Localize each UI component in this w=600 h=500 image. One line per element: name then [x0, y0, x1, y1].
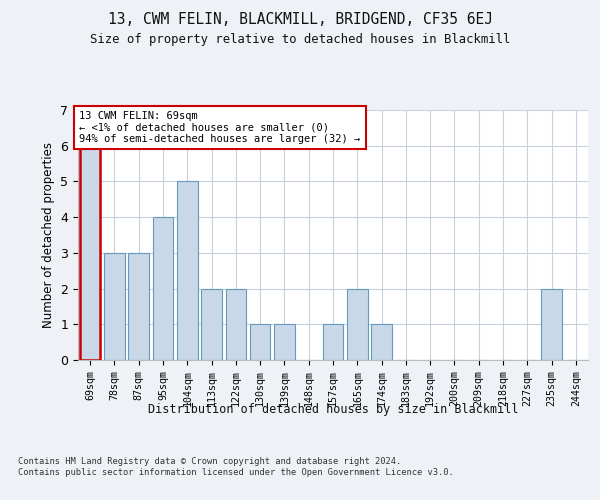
Text: 13 CWM FELIN: 69sqm
← <1% of detached houses are smaller (0)
94% of semi-detache: 13 CWM FELIN: 69sqm ← <1% of detached ho…: [79, 111, 361, 144]
Bar: [80, 146, 100, 360]
Bar: [274, 324, 295, 360]
Text: Distribution of detached houses by size in Blackmill: Distribution of detached houses by size …: [148, 402, 518, 415]
Y-axis label: Number of detached properties: Number of detached properties: [42, 142, 55, 328]
Bar: [347, 288, 368, 360]
Bar: [177, 182, 197, 360]
Bar: [80, 146, 100, 360]
Bar: [128, 253, 149, 360]
Bar: [371, 324, 392, 360]
Bar: [250, 324, 271, 360]
Bar: [323, 324, 343, 360]
Bar: [541, 288, 562, 360]
Text: Size of property relative to detached houses in Blackmill: Size of property relative to detached ho…: [90, 32, 510, 46]
Bar: [152, 217, 173, 360]
Text: Contains HM Land Registry data © Crown copyright and database right 2024.
Contai: Contains HM Land Registry data © Crown c…: [18, 458, 454, 477]
Bar: [104, 253, 125, 360]
Bar: [201, 288, 222, 360]
Bar: [226, 288, 246, 360]
Text: 13, CWM FELIN, BLACKMILL, BRIDGEND, CF35 6EJ: 13, CWM FELIN, BLACKMILL, BRIDGEND, CF35…: [107, 12, 493, 28]
